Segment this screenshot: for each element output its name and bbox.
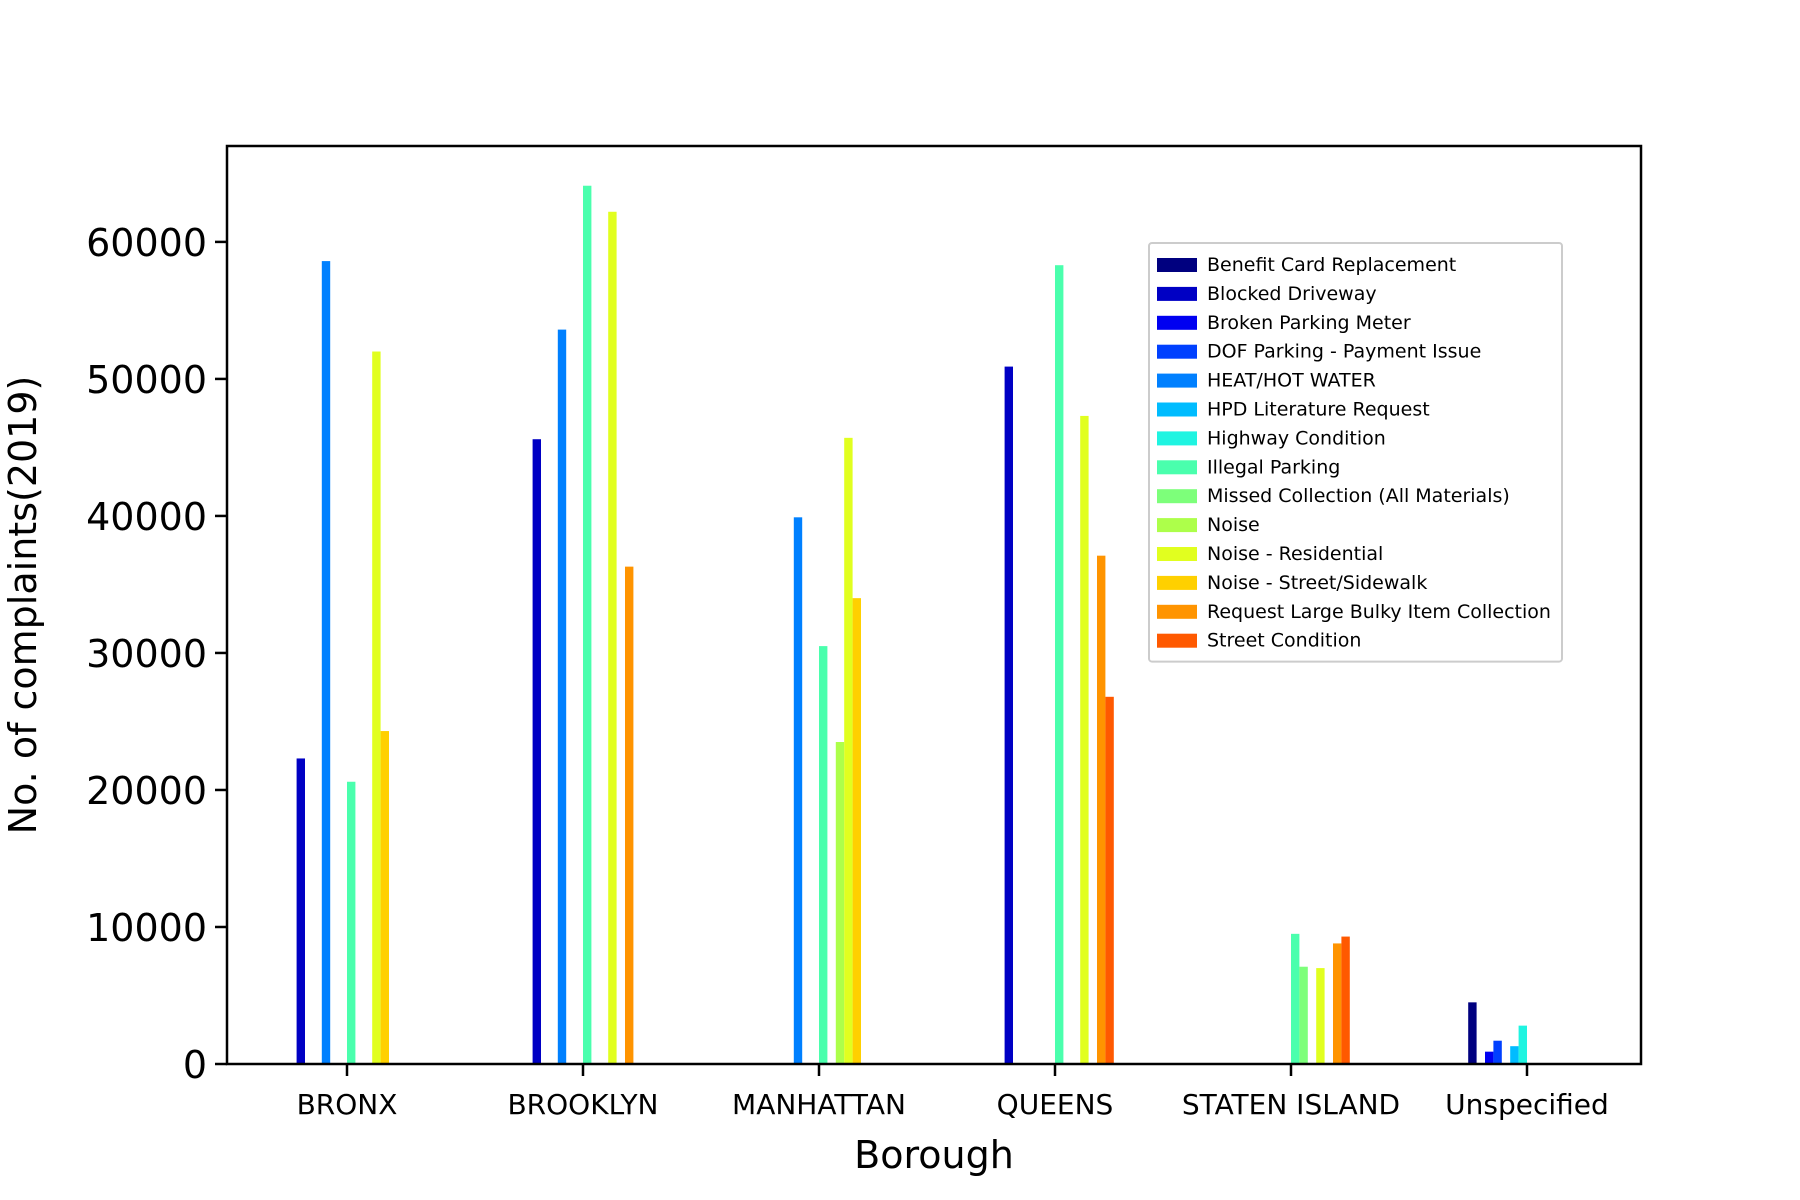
legend-swatch	[1157, 633, 1197, 648]
bar	[1055, 265, 1064, 1064]
bar	[321, 261, 331, 1064]
x-tick-label: MANHATTAN	[732, 1088, 906, 1121]
legend-swatch	[1157, 518, 1197, 533]
legend: Benefit Card Replacement Blocked Driveway…	[1148, 242, 1563, 663]
bar	[1485, 1051, 1494, 1064]
bar	[557, 329, 567, 1065]
legend-swatch	[1157, 575, 1197, 590]
bar	[819, 646, 828, 1064]
legend-swatch	[1157, 402, 1197, 417]
legend-label: Blocked Driveway	[1207, 283, 1377, 305]
bar	[844, 437, 853, 1064]
bar	[583, 185, 592, 1065]
bar	[1299, 966, 1308, 1064]
legend-label: HPD Literature Request	[1207, 399, 1430, 421]
x-tick-label: STATEN ISLAND	[1182, 1088, 1400, 1121]
y-axis: 0 10000 20000 30000 40000 50000 60000	[86, 221, 227, 1087]
y-tick-label: 0	[183, 1043, 207, 1087]
y-tick-label: 50000	[86, 358, 207, 402]
bar	[372, 351, 381, 1064]
y-tick-label: 60000	[86, 221, 207, 265]
legend-label: Illegal Parking	[1207, 456, 1340, 478]
x-axis-label: Borough	[854, 1133, 1014, 1177]
bars-layer	[296, 185, 1527, 1065]
legend-swatch	[1157, 460, 1197, 475]
bar	[1004, 366, 1013, 1065]
legend-swatch	[1157, 286, 1197, 301]
bar	[1080, 415, 1089, 1064]
bar	[1333, 943, 1342, 1064]
legend-swatch	[1157, 344, 1197, 359]
bar	[1518, 1025, 1527, 1064]
bar	[347, 781, 356, 1064]
legend-label: Highway Condition	[1207, 427, 1386, 449]
legend-swatch	[1157, 547, 1197, 561]
bar	[835, 742, 845, 1064]
y-tick-label: 40000	[86, 495, 207, 539]
legend-label: DOF Parking - Payment Issue	[1207, 341, 1481, 363]
legend-label: Broken Parking Meter	[1207, 312, 1411, 334]
bar	[1097, 555, 1106, 1064]
bar	[296, 758, 305, 1064]
bar	[793, 517, 803, 1064]
legend-swatch	[1157, 258, 1197, 272]
x-tick-label: BROOKLYN	[507, 1088, 658, 1121]
legend-label: HEAT/HOT WATER	[1207, 370, 1376, 392]
bar	[1468, 1002, 1477, 1064]
y-tick-label: 20000	[86, 769, 207, 813]
legend-swatch	[1157, 373, 1197, 388]
bar	[1316, 968, 1325, 1064]
bar	[1510, 1046, 1519, 1064]
x-tick-label: BRONX	[297, 1088, 398, 1121]
plot-frame	[225, 144, 1643, 1066]
y-tick-label: 10000	[86, 906, 207, 950]
legend-swatch	[1157, 604, 1197, 619]
y-tick-label: 30000	[86, 632, 207, 676]
legend-label: Street Condition	[1207, 630, 1361, 652]
bar	[380, 731, 389, 1064]
legend-label: Missed Collection (All Materials)	[1207, 485, 1510, 507]
x-axis: BRONX BROOKLYN MANHATTAN QUEENS STATEN ISLAN…	[297, 1064, 1609, 1121]
legend-label: Noise - Residential	[1207, 543, 1383, 565]
bar	[608, 211, 617, 1065]
bar	[1493, 1040, 1502, 1064]
legend-frame	[1148, 242, 1563, 663]
bar	[1291, 933, 1300, 1064]
y-axis-label: No. of complaints(2019)	[1, 376, 45, 835]
legend-label: Noise	[1207, 514, 1260, 536]
legend-swatch	[1157, 489, 1197, 504]
bar	[1105, 696, 1114, 1064]
x-tick-label: Unspecified	[1445, 1088, 1609, 1121]
bar	[852, 598, 861, 1064]
x-tick-label: QUEENS	[997, 1088, 1114, 1121]
legend-swatch	[1157, 431, 1197, 446]
legend-label: Request Large Bulky Item Collection	[1207, 601, 1551, 623]
legend-label: Benefit Card Replacement	[1207, 254, 1456, 276]
legend-swatch	[1157, 315, 1197, 330]
bar	[625, 566, 634, 1064]
legend-label: Noise - Street/Sidewalk	[1207, 572, 1427, 594]
bar	[1341, 936, 1350, 1064]
bar	[532, 439, 541, 1065]
